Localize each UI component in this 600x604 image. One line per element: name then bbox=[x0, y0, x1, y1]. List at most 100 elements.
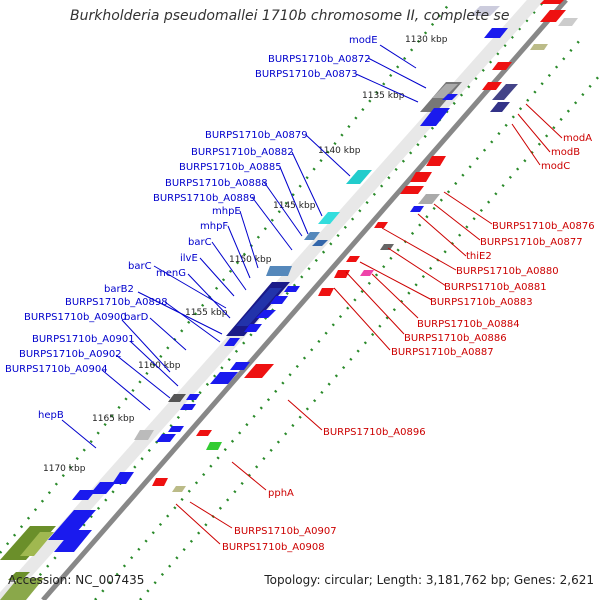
chromosome-backbone bbox=[41, 0, 568, 602]
gene-label-A0873[interactable]: BURPS1710b_A0873 bbox=[255, 69, 358, 80]
gene-label-A0884[interactable]: BURPS1710b_A0884 bbox=[417, 319, 520, 330]
forward-gene-arrow bbox=[186, 394, 200, 400]
forward-gene-arrow bbox=[54, 530, 92, 552]
forward-gene-arrow bbox=[210, 372, 238, 384]
gene-label-modC[interactable]: modC bbox=[541, 161, 570, 172]
tick-label: 1150 kbp bbox=[229, 255, 272, 265]
gene-label-barD[interactable]: barD bbox=[124, 312, 149, 323]
leader-line bbox=[345, 271, 405, 335]
gene-label-A0904[interactable]: BURPS1710b_A0904 bbox=[5, 364, 108, 375]
gene-label-barC[interactable]: barC bbox=[188, 237, 212, 248]
gene-label-A0888[interactable]: BURPS1710b_A0888 bbox=[165, 178, 268, 189]
forward-gene-arrow bbox=[0, 578, 44, 600]
leader-line bbox=[291, 151, 323, 217]
leader-line bbox=[61, 419, 97, 449]
inner-guide-track-left bbox=[17, 0, 546, 601]
gene-label-mhpF[interactable]: mhpF bbox=[200, 221, 228, 232]
forward-gene-arrow bbox=[270, 296, 288, 304]
reverse-gene-arrow bbox=[540, 0, 564, 4]
tick-label: 1170 kbp bbox=[43, 464, 86, 474]
gene-label-modA[interactable]: modA bbox=[563, 133, 592, 144]
gene-label-modB[interactable]: modB bbox=[551, 147, 580, 158]
forward-gene-arrow bbox=[90, 482, 116, 494]
reverse-gene-arrow bbox=[374, 222, 388, 228]
reverse-gene-arrow bbox=[558, 18, 578, 26]
reverse-gene-arrow bbox=[530, 44, 548, 50]
leader-line bbox=[101, 369, 151, 411]
reverse-strand-features bbox=[152, 0, 578, 492]
scale-ticks: 1130 kbp 1135 kbp 1140 kbp 1145 kbp 1150… bbox=[43, 35, 448, 474]
forward-gene-arrow bbox=[168, 394, 186, 402]
gene-label-A0872[interactable]: BURPS1710b_A0872 bbox=[268, 54, 371, 65]
gene-label-A0898[interactable]: BURPS1710b_A0898 bbox=[65, 297, 168, 308]
gene-label-A0896[interactable]: BURPS1710b_A0896 bbox=[323, 427, 426, 438]
leader-line bbox=[149, 317, 187, 351]
gene-label-A0908[interactable]: BURPS1710b_A0908 bbox=[222, 542, 325, 553]
reverse-gene-arrow bbox=[400, 186, 424, 194]
gene-label-A0883[interactable]: BURPS1710b_A0883 bbox=[430, 297, 533, 308]
gene-label-A0885[interactable]: BURPS1710b_A0885 bbox=[179, 162, 282, 173]
gene-label-hepB[interactable]: hepB bbox=[38, 410, 64, 421]
genome-summary-text: Topology: circular; Length: 3,181,762 bp… bbox=[264, 573, 594, 587]
leader-line bbox=[367, 57, 427, 89]
forward-gene-arrow bbox=[72, 490, 96, 500]
gene-label-A0877[interactable]: BURPS1710b_A0877 bbox=[480, 237, 583, 248]
gene-label-thiE2[interactable]: thiE2 bbox=[466, 251, 492, 262]
gene-label-modE[interactable]: modE bbox=[349, 35, 378, 46]
gene-label-A0882[interactable]: BURPS1710b_A0882 bbox=[191, 147, 294, 158]
reverse-gene-arrow bbox=[360, 270, 374, 276]
gene-label-A0886[interactable]: BURPS1710b_A0886 bbox=[404, 333, 507, 344]
tick-label: 1145 kbp bbox=[273, 201, 316, 211]
leader-line bbox=[517, 113, 551, 153]
reverse-gene-arrow bbox=[244, 364, 274, 378]
gene-label-A0889[interactable]: BURPS1710b_A0889 bbox=[153, 193, 256, 204]
forward-gene-arrow bbox=[470, 6, 500, 16]
gene-label-A0901[interactable]: BURPS1710b_A0901 bbox=[32, 334, 135, 345]
gene-label-A0881[interactable]: BURPS1710b_A0881 bbox=[444, 282, 547, 293]
gene-label-A0879[interactable]: BURPS1710b_A0879 bbox=[205, 130, 308, 141]
leader-line bbox=[121, 319, 171, 373]
forward-gene-arrow bbox=[266, 266, 292, 276]
tick-label: 1165 kbp bbox=[92, 414, 135, 424]
reverse-gene-arrow bbox=[482, 82, 502, 90]
leader-line bbox=[129, 340, 179, 387]
gene-label-ilvE[interactable]: ilvE bbox=[180, 253, 198, 264]
gene-label-A0900[interactable]: BURPS1710b_A0900 bbox=[24, 312, 127, 323]
gene-label-A0887[interactable]: BURPS1710b_A0887 bbox=[391, 347, 494, 358]
gene-label-mhpE[interactable]: mhpE bbox=[212, 206, 241, 217]
gene-label-barC-2[interactable]: barC bbox=[128, 261, 152, 272]
leader-line bbox=[164, 301, 221, 343]
leader-line bbox=[189, 501, 233, 529]
gene-label-A0907[interactable]: BURPS1710b_A0907 bbox=[234, 526, 337, 537]
forward-gene-arrow bbox=[156, 434, 176, 442]
leader-line bbox=[333, 287, 391, 351]
forward-strand-features bbox=[0, 6, 508, 600]
forward-gene-arrow bbox=[20, 532, 54, 556]
forward-gene-arrow bbox=[224, 338, 240, 346]
gene-label-menG[interactable]: menG bbox=[156, 268, 186, 279]
forward-gene-arrow bbox=[312, 240, 328, 246]
forward-gene-arrow bbox=[230, 362, 250, 370]
gene-label-barB2[interactable]: barB2 bbox=[104, 284, 134, 295]
forward-gene-arrow bbox=[168, 426, 184, 432]
leader-line bbox=[263, 181, 303, 237]
reverse-gene-arrow bbox=[418, 194, 440, 204]
forward-gene-arrow bbox=[432, 84, 458, 98]
accession-text: Accession: NC_007435 bbox=[8, 573, 145, 587]
leader-line bbox=[199, 257, 235, 297]
forward-gene-arrow bbox=[112, 472, 134, 484]
forward-gene-arrow bbox=[236, 288, 282, 326]
reverse-gene-arrow bbox=[206, 442, 222, 450]
leader-line bbox=[305, 134, 351, 177]
tick-label: 1130 kbp bbox=[405, 35, 448, 45]
reverse-gene-arrow bbox=[152, 478, 168, 486]
gene-label-A0902[interactable]: BURPS1710b_A0902 bbox=[19, 349, 122, 360]
gene-label-A0880[interactable]: BURPS1710b_A0880 bbox=[456, 266, 559, 277]
leader-line bbox=[371, 273, 419, 319]
reverse-gene-arrow bbox=[196, 430, 212, 436]
leader-line bbox=[359, 261, 433, 301]
leader-line bbox=[443, 191, 493, 225]
gene-label-A0876[interactable]: BURPS1710b_A0876 bbox=[492, 221, 595, 232]
gene-label-pphA[interactable]: pphA bbox=[268, 488, 294, 499]
